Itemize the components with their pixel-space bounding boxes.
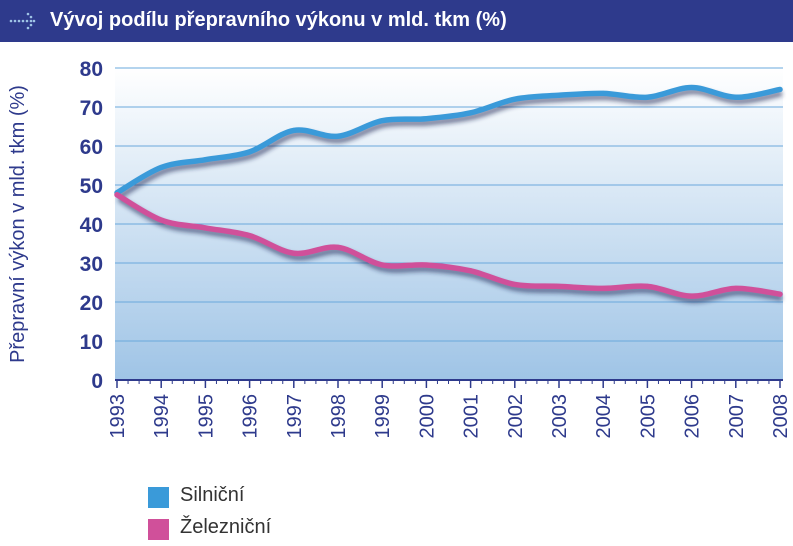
x-tick-label: 1996 [240, 394, 262, 439]
legend-label-silnicni: Silniční [180, 484, 245, 506]
y-tick-label: 10 [80, 331, 103, 354]
x-tick-label: 2002 [505, 394, 527, 439]
x-tick-label: 1998 [328, 394, 350, 439]
x-tick-label: 2001 [461, 394, 483, 439]
data-point-zeleznicni [556, 283, 562, 289]
data-point-zeleznicni [468, 268, 474, 274]
y-tick-label: 20 [80, 292, 103, 315]
x-tick-label: 2007 [726, 394, 748, 439]
legend-swatch-zeleznicni [148, 519, 169, 540]
x-tick-label: 1995 [195, 394, 217, 439]
data-point-silnicni [291, 127, 297, 133]
data-point-zeleznicni [291, 250, 297, 256]
x-tick-label: 1994 [151, 394, 173, 439]
y-axis-label: Přepravní výkon v mld. tkm (%) [7, 85, 29, 363]
data-point-zeleznicni [247, 233, 253, 239]
legend-swatch-silnicni [148, 487, 169, 508]
y-tick-label: 40 [80, 214, 103, 237]
x-tick-label: 2006 [682, 394, 704, 439]
data-point-silnicni [733, 94, 739, 100]
y-tick-label: 30 [80, 253, 103, 276]
data-point-silnicni [379, 118, 385, 124]
data-point-silnicni [423, 116, 429, 122]
x-tick-label: 1997 [284, 394, 306, 439]
data-point-zeleznicni [689, 293, 695, 299]
data-point-silnicni [600, 90, 606, 96]
data-point-zeleznicni [379, 262, 385, 268]
x-tick-label: 1993 [107, 394, 129, 439]
data-point-zeleznicni [114, 192, 120, 198]
y-tick-label: 0 [91, 370, 103, 393]
data-point-silnicni [777, 86, 783, 92]
data-point-zeleznicni [733, 285, 739, 291]
x-tick-label: 2004 [593, 394, 615, 439]
series-line-silnicni [114, 84, 783, 196]
y-tick-label: 80 [80, 58, 103, 81]
y-tick-label: 70 [80, 97, 103, 120]
x-tick-label: 2000 [416, 394, 438, 439]
x-tick-label: 2003 [549, 394, 571, 439]
data-point-zeleznicni [777, 291, 783, 297]
series-line-zeleznicni [114, 192, 783, 299]
title-bar: Vývoj podílu přepravního výkonu v mld. t… [0, 0, 793, 42]
data-point-silnicni [158, 164, 164, 170]
data-point-zeleznicni [335, 244, 341, 250]
data-point-silnicni [247, 149, 253, 155]
series-shadow-zeleznicni [117, 196, 783, 304]
x-tick-label: 2005 [637, 394, 659, 439]
x-tick-label: 1999 [372, 394, 394, 439]
data-point-silnicni [556, 92, 562, 98]
data-point-zeleznicni [423, 262, 429, 268]
data-point-zeleznicni [158, 217, 164, 223]
y-tick-label: 50 [80, 175, 103, 198]
data-point-silnicni [689, 85, 695, 90]
legend-label-zeleznicni: Železniční [180, 516, 272, 538]
data-point-silnicni [202, 157, 208, 163]
dotted-arrow-right-icon [9, 12, 36, 30]
x-tick-label: 2008 [770, 394, 792, 439]
data-point-silnicni [644, 94, 650, 100]
data-point-silnicni [468, 110, 474, 116]
line-chart: 0 10 20 30 40 50 60 70 80 1993 1994 1995 1996 1997 19… [7, 58, 792, 439]
data-point-silnicni [335, 133, 341, 139]
series-shadow-silnicni [117, 88, 783, 200]
y-tick-label: 60 [80, 136, 103, 159]
data-point-zeleznicni [202, 225, 208, 231]
data-point-zeleznicni [600, 285, 606, 291]
data-point-silnicni [512, 96, 518, 102]
chart-title: Vývoj podílu přepravního výkonu v mld. t… [50, 9, 507, 31]
data-point-zeleznicni [512, 281, 518, 287]
data-point-zeleznicni [644, 283, 650, 289]
